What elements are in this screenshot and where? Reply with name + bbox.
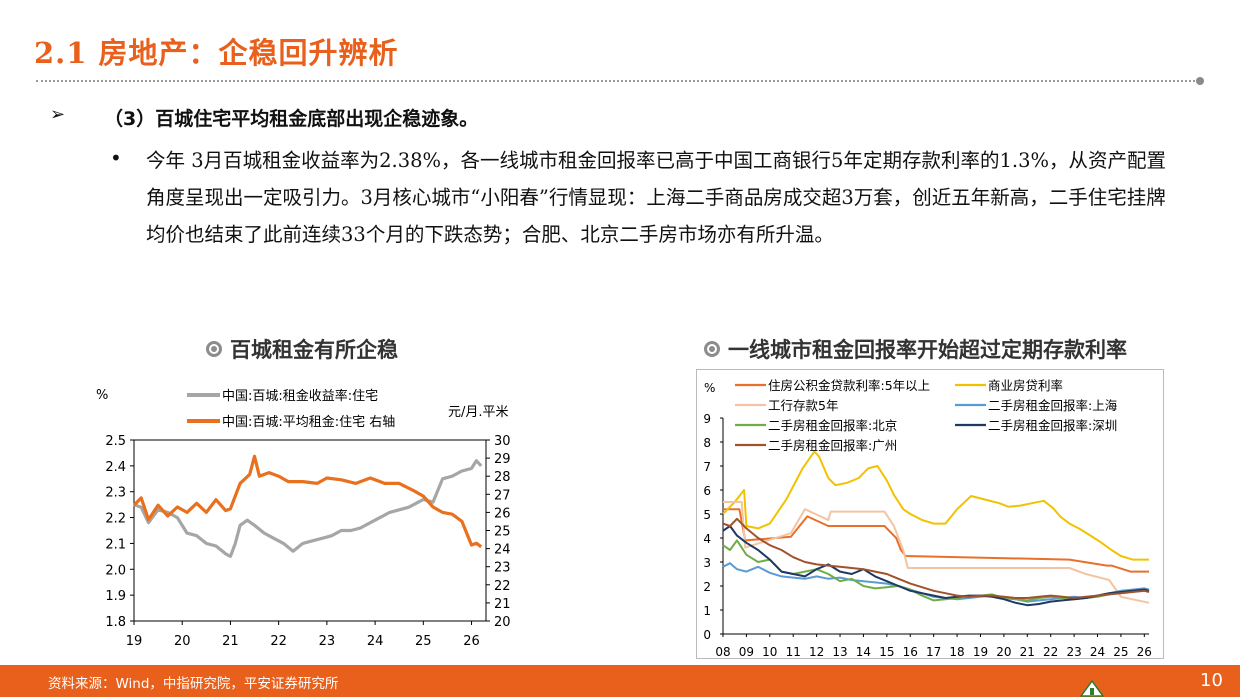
yield-chart: % 9 8 7 6 5 4 3 2 1 0 08 09 10 11 12 13 14 15 16 17 18 19 20 21 2… <box>696 369 1164 659</box>
series-line-1 <box>133 459 483 558</box>
y-left-tick-label: 2.5 <box>105 434 126 449</box>
y-right-tick-label: 30 <box>494 434 511 449</box>
y-right-tick-label: 28 <box>494 470 511 485</box>
rent-chart-svg: % 元/月.平米 2.5 2.4 2.3 2.2 2.1 2.0 1.9 1.8 30 29 28 27 2… <box>96 388 511 649</box>
y-tick-label: 4 <box>703 532 711 546</box>
rent-chart: % 元/月.平米 2.5 2.4 2.3 2.2 2.1 2.0 1.9 1.8 30 29 28 27 2… <box>84 376 530 652</box>
page-number: 10 <box>1200 670 1223 691</box>
chart1-title: 百城租金有所企稳 <box>206 334 398 364</box>
y-right-tick-label: 27 <box>494 488 511 503</box>
logo-icon <box>1080 680 1104 697</box>
legend-label-3: 工行存款5年 <box>768 398 838 413</box>
y-left-tick-label: 2.2 <box>105 512 126 527</box>
x-tick-label: 14 <box>856 645 871 659</box>
left-unit-label: % <box>96 388 108 403</box>
x-tick-label: 25 <box>415 634 432 649</box>
chart2-title: 一线城市租金回报率开始超过定期存款利率 <box>704 334 1127 364</box>
x-tick-label: 23 <box>1066 645 1081 659</box>
y-left-tick-label: 1.9 <box>105 589 126 604</box>
x-tick-label: 26 <box>463 634 480 649</box>
y-right-tick-label: 22 <box>494 579 511 594</box>
y-tick-label: 1 <box>703 604 711 618</box>
series-line-2 <box>722 450 1149 561</box>
bullet-arrow-icon: ➢ <box>50 104 66 125</box>
y-tick-label: 7 <box>703 460 711 474</box>
y-right-tick-label: 26 <box>494 506 511 521</box>
y-left-tick-label: 2.4 <box>105 460 126 475</box>
y-tick-label: 9 <box>703 412 711 426</box>
y-tick-label: 3 <box>703 556 711 570</box>
y-right-tick-label: 29 <box>494 452 511 467</box>
x-tick-label: 20 <box>996 645 1011 659</box>
y-left-tick-label: 1.8 <box>105 615 126 630</box>
y-right-tick-label: 23 <box>494 561 511 576</box>
x-tick-label: 17 <box>926 645 941 659</box>
series-line-7 <box>722 517 1150 599</box>
legend-label-4: 二手房租金回报率:上海 <box>988 398 1118 413</box>
chart1-title-text: 百城租金有所企稳 <box>230 337 398 362</box>
series-line-3 <box>723 501 1150 604</box>
y-right-tick-label: 25 <box>494 525 511 540</box>
legend-label-6: 二手房租金回报率:深圳 <box>988 418 1117 433</box>
y-tick-label: 6 <box>703 484 711 498</box>
x-tick-label: 11 <box>786 645 801 659</box>
x-tick-label: 13 <box>832 645 847 659</box>
x-tick-label: 23 <box>319 634 336 649</box>
bullet-heading: （3）百城住宅平均租金底部出现企稳迹象。 <box>104 108 479 130</box>
x-tick-label: 26 <box>1137 645 1152 659</box>
x-tick-label: 08 <box>715 645 730 659</box>
x-tick-label: 12 <box>809 645 824 659</box>
x-tick-label: 22 <box>270 634 287 649</box>
bullet-dot-icon: • <box>110 146 122 170</box>
footer-source: 资料来源：Wind，中指研究院，平安证券研究所 <box>48 676 339 692</box>
series-line-6 <box>722 525 1150 607</box>
y-unit-label: % <box>704 381 715 395</box>
legend-label-1: 住房公积金贷款利率:5年以上 <box>768 378 930 393</box>
x-tick-label: 24 <box>1090 645 1105 659</box>
x-tick-label: 18 <box>949 645 964 659</box>
y-right-tick-label: 24 <box>494 543 511 558</box>
legend-label-2: 中国:百城:平均租金:住宅 右轴 <box>222 414 395 430</box>
y-left-tick-label: 2.0 <box>105 563 126 578</box>
x-tick-label: 25 <box>1113 645 1128 659</box>
body-paragraph: 今年 3月百城租金收益率为2.38%，各一线城市租金回报率已高于中国工商银行5年… <box>146 149 1166 246</box>
y-left-tick-label: 2.1 <box>105 537 126 552</box>
legend-label-5: 二手房租金回报率:北京 <box>768 418 897 433</box>
x-tick-label: 09 <box>739 645 754 659</box>
series-line-1 <box>723 508 1149 573</box>
y-right-tick-label: 20 <box>494 615 511 630</box>
y-left-tick-label: 2.3 <box>105 486 126 501</box>
legend-label-2: 商业房贷利率 <box>988 378 1063 393</box>
chart2-title-text: 一线城市租金回报率开始超过定期存款利率 <box>728 337 1127 362</box>
title-divider <box>36 80 1199 82</box>
target-icon <box>206 341 222 357</box>
x-tick-label: 20 <box>174 634 191 649</box>
series-line-2 <box>132 454 483 549</box>
right-unit-label: 元/月.平米 <box>448 405 509 420</box>
y-right-tick-label: 21 <box>494 597 511 612</box>
x-tick-label: 19 <box>973 645 988 659</box>
title-divider-dot <box>1196 77 1204 85</box>
target-icon <box>704 341 720 357</box>
x-tick-label: 15 <box>879 645 894 659</box>
x-tick-label: 21 <box>222 634 239 649</box>
x-tick-label: 10 <box>762 645 777 659</box>
page-title: 2.1 房地产：企稳回升辨析 <box>34 36 399 70</box>
legend-label-1: 中国:百城:租金收益率:住宅 <box>222 388 378 404</box>
x-tick-label: 21 <box>1020 645 1035 659</box>
y-tick-label: 8 <box>703 436 711 450</box>
legend-label-7: 二手房租金回报率:广州 <box>768 438 897 453</box>
x-tick-label: 22 <box>1043 645 1058 659</box>
x-tick-label: 16 <box>903 645 918 659</box>
x-tick-label: 24 <box>367 634 384 649</box>
x-tick-label: 19 <box>126 634 143 649</box>
y-tick-label: 5 <box>703 508 711 522</box>
y-tick-label: 0 <box>703 628 711 642</box>
footer-bar <box>0 665 1240 697</box>
y-tick-label: 2 <box>703 580 711 594</box>
